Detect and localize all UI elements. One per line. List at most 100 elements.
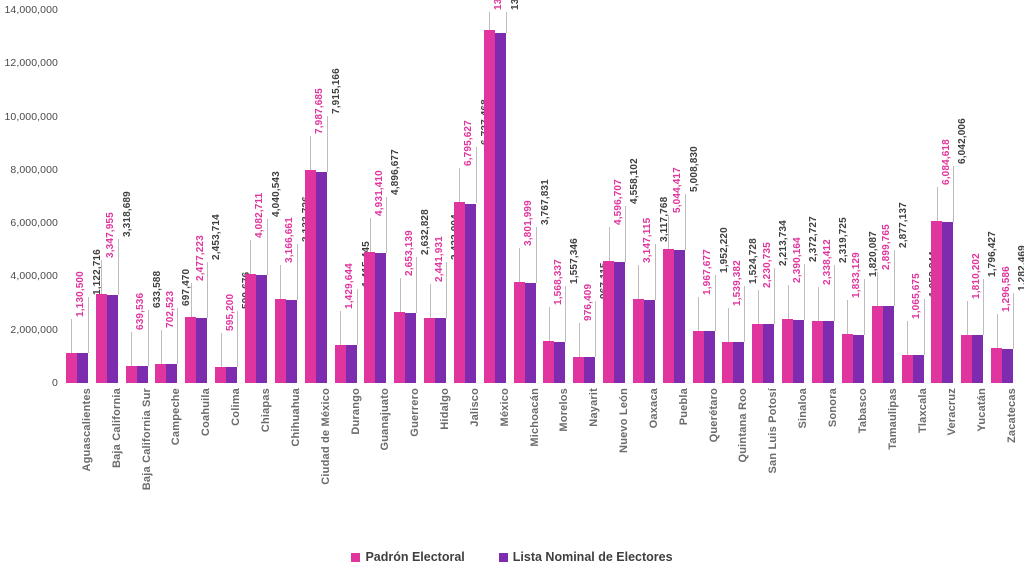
bar-lista-nominal[interactable] (226, 367, 238, 383)
leader-line (893, 250, 895, 307)
bar-lista-nominal[interactable] (643, 299, 655, 383)
bar-padron-electoral[interactable] (782, 319, 794, 383)
bar-lista-nominal[interactable] (912, 354, 924, 383)
leader-line (727, 307, 729, 342)
bar-padron-electoral[interactable] (244, 274, 256, 383)
bar-lista-nominal[interactable] (524, 282, 536, 383)
x-axis-tick-label: Sonora (827, 388, 840, 428)
bar-padron-electoral[interactable] (364, 251, 376, 383)
leader-line (399, 278, 401, 313)
bar-lista-nominal[interactable] (763, 324, 775, 383)
bar-padron-electoral[interactable] (215, 367, 227, 383)
leader-line (369, 217, 371, 252)
bar-padron-electoral[interactable] (991, 348, 1003, 383)
bar-lista-nominal[interactable] (196, 317, 208, 383)
x-axis-tick-label: Guanajuato (379, 388, 392, 451)
bar-padron-electoral[interactable] (931, 220, 943, 383)
bar-padron-electoral[interactable] (752, 323, 764, 383)
x-axis-tick-label: Zacatecas (1006, 388, 1019, 444)
bar-padron-electoral[interactable] (722, 342, 734, 383)
bar-group (778, 10, 808, 383)
x-axis-tick-label: Yucatán (976, 388, 989, 432)
bar-group (569, 10, 599, 383)
y-axis-tick-label: 2,000,000 (10, 323, 58, 336)
bar-padron-electoral[interactable] (453, 201, 465, 383)
leader-line (280, 264, 282, 299)
bar-padron-electoral[interactable] (304, 170, 316, 383)
data-label-padron-electoral: 595,200 (224, 293, 236, 332)
bar-lista-nominal[interactable] (733, 342, 745, 383)
bar-padron-electoral[interactable] (692, 330, 704, 383)
bar-lista-nominal[interactable] (255, 275, 267, 383)
x-axis-tick-label: Baja California (110, 388, 123, 469)
bar-group (390, 10, 420, 383)
bar-padron-electoral[interactable] (513, 281, 525, 383)
bar-lista-nominal[interactable] (823, 321, 835, 383)
leader-line (757, 289, 759, 324)
leader-line (863, 278, 865, 335)
bar-group (659, 10, 689, 383)
bar-lista-nominal[interactable] (76, 353, 88, 383)
bar-padron-electoral[interactable] (424, 317, 436, 383)
bar-lista-nominal[interactable] (464, 203, 476, 383)
bar-padron-electoral[interactable] (961, 334, 973, 383)
bar-lista-nominal[interactable] (106, 294, 118, 383)
bar-padron-electoral[interactable] (812, 320, 824, 383)
bar-lista-nominal[interactable] (405, 312, 417, 383)
bar-lista-nominal[interactable] (852, 334, 864, 383)
bar-padron-electoral[interactable] (274, 298, 286, 383)
leader-line (996, 314, 998, 349)
leader-line (489, 12, 491, 31)
bar-lista-nominal[interactable] (345, 345, 357, 383)
bar-lista-nominal[interactable] (285, 299, 297, 383)
bar-lista-nominal[interactable] (166, 364, 178, 383)
bar-padron-electoral[interactable] (483, 30, 495, 383)
leader-line (459, 167, 461, 202)
bar-padron-electoral[interactable] (65, 352, 77, 383)
bar-padron-electoral[interactable] (662, 248, 674, 383)
bar-padron-electoral[interactable] (871, 305, 883, 383)
bar-padron-electoral[interactable] (334, 344, 346, 383)
bar-lista-nominal[interactable] (942, 222, 954, 383)
bar-padron-electoral[interactable] (185, 317, 197, 383)
bar-lista-nominal[interactable] (315, 172, 327, 383)
bar-lista-nominal[interactable] (614, 261, 626, 383)
legend-item-label: Padrón Electoral (365, 550, 465, 564)
bar-group (331, 10, 361, 383)
bar-lista-nominal[interactable] (703, 331, 715, 383)
bar-lista-nominal[interactable] (1002, 348, 1014, 383)
bar-lista-nominal[interactable] (584, 357, 596, 383)
bar-lista-nominal[interactable] (793, 319, 805, 383)
bar-lista-nominal[interactable] (435, 318, 447, 383)
bar-lista-nominal[interactable] (136, 366, 148, 383)
legend-item-padron-electoral[interactable]: Padrón Electoral (351, 550, 465, 564)
x-axis-tick-label: Jalisco (468, 388, 481, 427)
bar-padron-electoral[interactable] (543, 341, 555, 383)
bar-padron-electoral[interactable] (901, 354, 913, 383)
bar-lista-nominal[interactable] (494, 32, 506, 383)
bar-lista-nominal[interactable] (554, 341, 566, 383)
leader-line (207, 261, 209, 318)
bar-padron-electoral[interactable] (394, 312, 406, 383)
data-label-padron-electoral: 1,539,382 (731, 260, 743, 306)
bar-padron-electoral[interactable] (155, 364, 167, 383)
bar-padron-electoral[interactable] (95, 293, 107, 383)
bar-padron-electoral[interactable] (603, 260, 615, 383)
data-label-padron-electoral: 3,347,955 (105, 211, 117, 258)
data-label-padron-electoral: 1,065,675 (911, 272, 923, 319)
leader-line (1013, 292, 1015, 349)
bar-lista-nominal[interactable] (673, 249, 685, 383)
bar-padron-electoral[interactable] (841, 334, 853, 383)
bar-padron-electoral[interactable] (632, 299, 644, 383)
bar-group (719, 10, 749, 383)
bar-padron-electoral[interactable] (573, 357, 585, 383)
leader-line (804, 263, 806, 320)
bar-lista-nominal[interactable] (972, 335, 984, 383)
bar-padron-electoral[interactable] (125, 365, 137, 383)
bar-lista-nominal[interactable] (375, 252, 387, 383)
bar-group (480, 10, 510, 383)
bar-group (957, 10, 987, 383)
x-axis-tick-label: Querétaro (707, 388, 720, 443)
legend-item-lista-nominal[interactable]: Lista Nominal de Electores (498, 550, 673, 564)
bar-lista-nominal[interactable] (882, 306, 894, 383)
